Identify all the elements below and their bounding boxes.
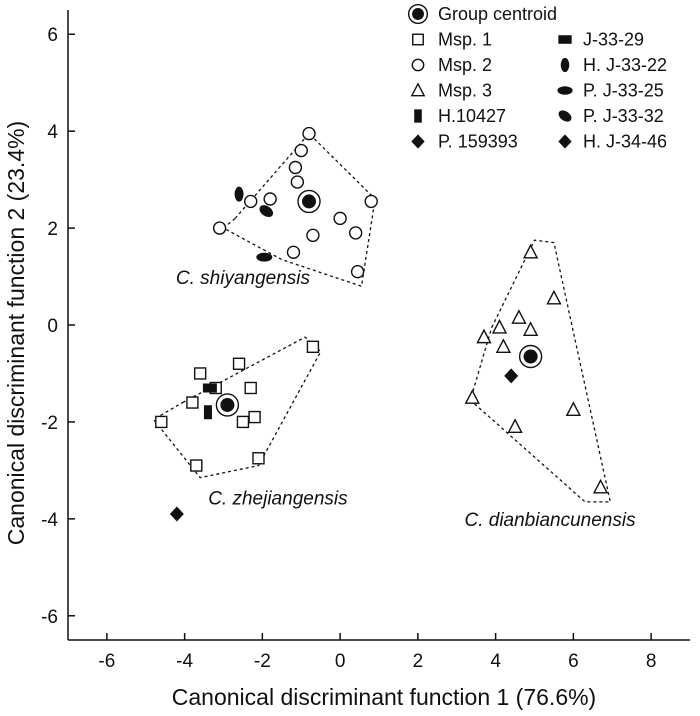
data-point (491, 318, 508, 334)
centroid-dot (412, 8, 424, 20)
group-centroid-point (518, 344, 543, 369)
y-tick-label: 4 (47, 122, 58, 143)
data-point (256, 252, 273, 262)
data-point (252, 452, 265, 465)
x-tick-label: -6 (98, 651, 115, 672)
data-point (302, 126, 316, 141)
hull-outline (152, 336, 322, 479)
data-point (288, 160, 303, 175)
legend-label: H.10427 (438, 106, 506, 126)
data-point (193, 367, 207, 380)
data-point (286, 245, 301, 260)
legend-marker (414, 109, 422, 123)
x-tick-label: -4 (176, 651, 193, 672)
data-point (248, 410, 261, 424)
data-point (186, 396, 199, 409)
legend-marker (412, 33, 424, 46)
x-tick-label: -2 (254, 651, 271, 672)
y-tick-label: -2 (41, 413, 58, 434)
axes-frame (67, 10, 690, 641)
centroid-dot (302, 194, 317, 209)
data-point (203, 405, 212, 420)
y-tick-label: 2 (47, 219, 58, 240)
data-point (212, 221, 227, 235)
data-point (350, 264, 365, 279)
legend-marker (558, 134, 572, 149)
y-tick-label: -4 (41, 510, 58, 531)
x-axis-title: Canonical discriminant function 1 (76.6%… (172, 684, 596, 710)
data-point (504, 368, 519, 384)
x-tick-label: 6 (568, 651, 579, 672)
group-label: C. shiyangensis (176, 268, 311, 289)
data-point (333, 211, 347, 226)
data-point (464, 389, 480, 404)
data-point (236, 415, 250, 429)
group-hulls (152, 132, 612, 503)
hull-outline (469, 239, 612, 503)
legend-marker (411, 58, 425, 72)
group-labels: C. shiyangensis C. zhejiangensis C. dianbi… (176, 268, 636, 531)
legend-marker (558, 35, 572, 44)
legend-label: J-33-29 (583, 30, 644, 50)
legend-label: P. J-33-32 (583, 106, 664, 126)
data-point (507, 418, 523, 433)
legend-label: Msp. 1 (438, 30, 492, 50)
centroid-dot (220, 397, 235, 412)
group-centroid-point (215, 393, 240, 417)
legend-marker (560, 57, 570, 73)
y-tick-label: -6 (41, 607, 58, 628)
data-point (190, 459, 203, 472)
data-point (522, 321, 539, 337)
data-point (546, 289, 562, 305)
data-point (263, 192, 277, 206)
y-axis-title: Canonical discriminant function 2 (23.4%… (3, 121, 29, 545)
group-label: C. dianbiancunensis (464, 510, 636, 531)
data-point (244, 381, 257, 395)
group-label: C. zhejiangensis (208, 488, 348, 509)
data-point (348, 226, 363, 240)
legend-label: Group centroid (438, 4, 557, 24)
x-tick-label: 0 (335, 651, 346, 672)
data-point (202, 383, 217, 393)
legend-marker (407, 3, 429, 25)
y-tick-label: 6 (47, 25, 58, 46)
legend-label: P. 159393 (438, 132, 518, 152)
centroid-dot (523, 349, 538, 364)
data-point (364, 194, 378, 209)
x-tick-label: 4 (490, 651, 501, 672)
data-points (155, 126, 609, 522)
legend-label: Msp. 2 (438, 55, 492, 75)
group-centroid-point (297, 189, 321, 214)
data-point (244, 194, 258, 209)
legend-label: H. J-33-22 (583, 55, 667, 75)
data-point (511, 309, 527, 324)
legend: Group centroid Msp. 1 Msp. 2 Msp. 3 H.10427 P… (407, 3, 667, 152)
data-point (232, 357, 246, 370)
legend-label: P. J-33-25 (583, 81, 664, 101)
legend-marker (411, 134, 425, 149)
data-point (294, 143, 308, 158)
data-point (306, 340, 320, 354)
legend-marker (410, 82, 426, 97)
x-tick-label: 8 (646, 651, 657, 672)
axis-ticks: -6 -4 -2 0 2 4 6 -6 -4 -2 0 2 4 6 8 (41, 25, 656, 672)
legend-label: Msp. 3 (438, 81, 492, 101)
legend-label: H. J-34-46 (583, 132, 667, 152)
y-tick-label: 0 (47, 316, 58, 337)
data-point (306, 228, 320, 243)
legend-marker (557, 86, 573, 95)
data-point (522, 243, 539, 259)
data-point (259, 205, 274, 218)
data-point (169, 506, 184, 522)
data-point (565, 401, 582, 417)
data-point (155, 415, 168, 429)
data-point (234, 186, 244, 202)
x-tick-label: 2 (413, 651, 424, 672)
data-point (290, 175, 305, 189)
legend-marker (558, 110, 572, 122)
data-point (476, 328, 492, 344)
data-point (592, 478, 609, 494)
data-point (495, 338, 512, 354)
